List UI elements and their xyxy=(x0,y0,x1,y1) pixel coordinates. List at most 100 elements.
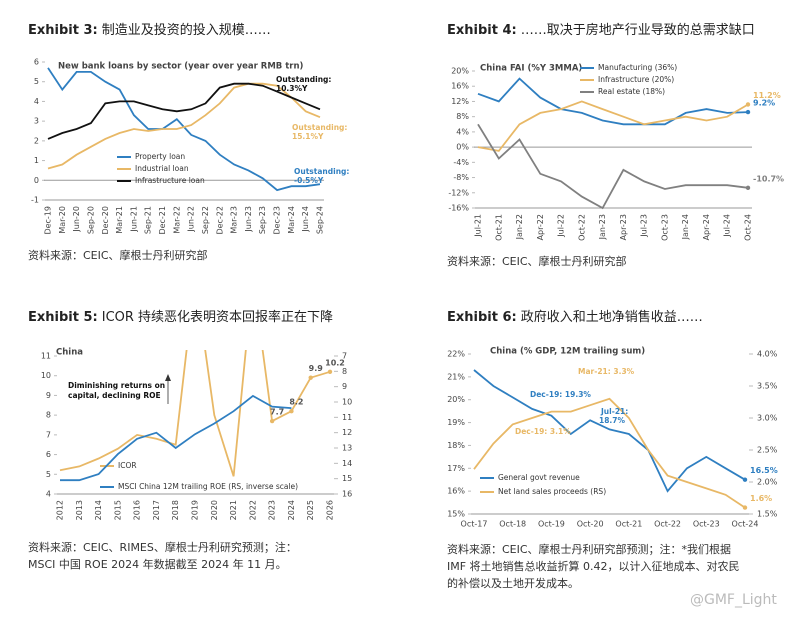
y2-tick-label: 3.5% xyxy=(757,382,778,391)
y-tick-label: 3 xyxy=(34,117,39,126)
source-note: MSCI 中国 ROE 2024 年数据截至 2024 年 11 月。 xyxy=(28,557,287,571)
x-tick-label: Jan-22 xyxy=(515,214,524,240)
x-tick-label: Mar-24 xyxy=(287,206,296,234)
x-tick-label: Mar-21 xyxy=(115,206,124,234)
annotation: Outstanding: xyxy=(292,123,347,132)
chart-subtitle: New bank loans by sector (year over year… xyxy=(58,62,304,72)
x-tick-label: Sep-23 xyxy=(258,206,267,234)
y-tick-label: 19% xyxy=(447,418,465,427)
source-note: 资料来源：CEIC、摩根士丹利研究部 xyxy=(28,248,208,262)
x-tick-label: Oct-19 xyxy=(538,520,565,529)
legend-label: Infrastructure (20%) xyxy=(598,75,674,84)
y-tick-label: 4 xyxy=(34,97,39,106)
point-marker xyxy=(745,109,751,115)
chart-subtitle: China (% GDP, 12M trailing sum) xyxy=(490,347,645,357)
y-tick-label: 10 xyxy=(41,371,51,380)
y-tick-label: 22% xyxy=(447,350,465,359)
x-tick-label: Sep-24 xyxy=(316,206,325,234)
legend-label: General govt revenue xyxy=(498,473,580,482)
y-tick-label: 4% xyxy=(456,127,469,136)
value-label: 11.2% xyxy=(753,91,781,100)
x-tick-label: Dec-21 xyxy=(158,206,167,235)
y2-tick-label: 15 xyxy=(342,474,352,483)
y-tick-label: 2 xyxy=(34,136,39,145)
x-tick-label: Sep-21 xyxy=(144,206,153,234)
x-tick-label: Oct-21 xyxy=(494,214,503,241)
y-tick-label: 20% xyxy=(447,395,465,404)
exhibit-title: Exhibit 3: 制造业及投资的投入规模…… xyxy=(28,22,271,38)
chart-panel: Exhibit 3: 制造业及投资的投入规模…… New bank loans by… xyxy=(28,22,349,263)
x-tick-label: Oct-22 xyxy=(577,214,586,241)
x-tick-label: 2025 xyxy=(306,500,315,520)
y2-tick-label: 12 xyxy=(342,428,352,437)
x-tick-label: Sep-22 xyxy=(201,206,210,234)
x-tick-label: Jun-21 xyxy=(129,206,138,233)
value-label: 7.7 xyxy=(270,408,284,417)
x-tick-label: Apr-22 xyxy=(536,214,545,240)
x-tick-label: 2014 xyxy=(94,500,103,520)
x-tick-label: Oct-22 xyxy=(654,520,681,529)
y-tick-label: 5 xyxy=(46,470,51,479)
y2-tick-label: 1.5% xyxy=(757,510,778,519)
x-tick-label: 2023 xyxy=(268,500,277,520)
x-tick-label: Jun-23 xyxy=(244,206,253,233)
series-line xyxy=(59,350,331,477)
x-tick-label: 2026 xyxy=(326,500,335,520)
y-tick-label: -1 xyxy=(31,196,39,205)
value-label: 16.5% xyxy=(750,466,778,475)
y2-tick-label: 2.5% xyxy=(757,446,778,455)
x-tick-label: Jun-22 xyxy=(187,206,196,233)
legend-label: Industrial loan xyxy=(135,164,189,173)
annotation: 15.1%Y xyxy=(292,132,324,141)
exhibit-text: 政府收入和土地净销售收益…… xyxy=(521,309,703,325)
y2-tick-label: 8 xyxy=(342,367,347,376)
annotation: Dec-19: 19.3% xyxy=(530,390,591,399)
annotation: Dec-19: 3.1% xyxy=(515,427,571,436)
point-marker xyxy=(327,369,333,374)
source-note: 资料来源：CEIC、RIMES、摩根士丹利研究预测；注： xyxy=(28,540,297,554)
chart-panel: Exhibit 6: 政府收入和土地净销售收益…… China (% GDP, 12… xyxy=(447,309,778,591)
value-label: 9.9 xyxy=(309,364,324,373)
x-tick-label: Dec-23 xyxy=(273,206,282,235)
point-marker xyxy=(742,477,748,482)
series-line xyxy=(47,82,321,170)
x-tick-label: Jan-23 xyxy=(598,214,607,240)
y-tick-label: 12% xyxy=(451,97,469,106)
x-tick-label: Dec-22 xyxy=(215,206,224,235)
x-tick-label: Jun-20 xyxy=(72,206,81,233)
value-label: 8.2 xyxy=(289,398,303,407)
series-line xyxy=(47,82,321,140)
point-marker xyxy=(742,505,748,510)
x-tick-label: 2021 xyxy=(229,500,238,520)
legend-label: Property loan xyxy=(135,152,185,161)
x-tick-label: Jul-24 xyxy=(723,214,732,238)
x-tick-label: Jul-23 xyxy=(640,214,649,238)
value-label: 1.6% xyxy=(750,494,772,503)
x-tick-label: Mar-23 xyxy=(230,206,239,234)
x-tick-label: 2017 xyxy=(152,500,161,520)
x-tick-label: Oct-24 xyxy=(744,214,753,241)
y2-tick-label: 9 xyxy=(342,382,347,391)
x-tick-label: Dec-19 xyxy=(44,206,53,235)
x-tick-label: Apr-23 xyxy=(619,214,628,240)
series-line xyxy=(473,369,746,493)
x-tick-label: 2018 xyxy=(171,500,180,520)
source-note: 资料来源：CEIC、摩根士丹利研究部 xyxy=(447,254,627,268)
y-tick-label: 5 xyxy=(34,77,39,86)
legend-label: Infrastructure loan xyxy=(135,176,205,185)
x-tick-label: 2016 xyxy=(133,500,142,520)
arrow-head xyxy=(165,374,171,381)
x-tick-label: 2022 xyxy=(248,500,257,520)
y-tick-label: 8% xyxy=(456,112,469,121)
series-line xyxy=(477,123,749,210)
x-tick-label: 2012 xyxy=(56,500,65,520)
legend-label: MSCI China 12M trailing ROE (RS, inverse… xyxy=(118,482,298,491)
x-tick-label: Oct-24 xyxy=(732,520,759,529)
y-tick-label: 8 xyxy=(46,411,51,420)
series-line xyxy=(477,100,749,152)
exhibit-title: Exhibit 6: 政府收入和土地净销售收益…… xyxy=(447,309,703,325)
y-tick-label: 16% xyxy=(447,487,465,496)
chart-panel: Exhibit 4: ……取决于房地产行业导致的总需求缺口 China FAI (%… xyxy=(447,22,784,269)
value-label: 10.2 xyxy=(325,358,345,367)
